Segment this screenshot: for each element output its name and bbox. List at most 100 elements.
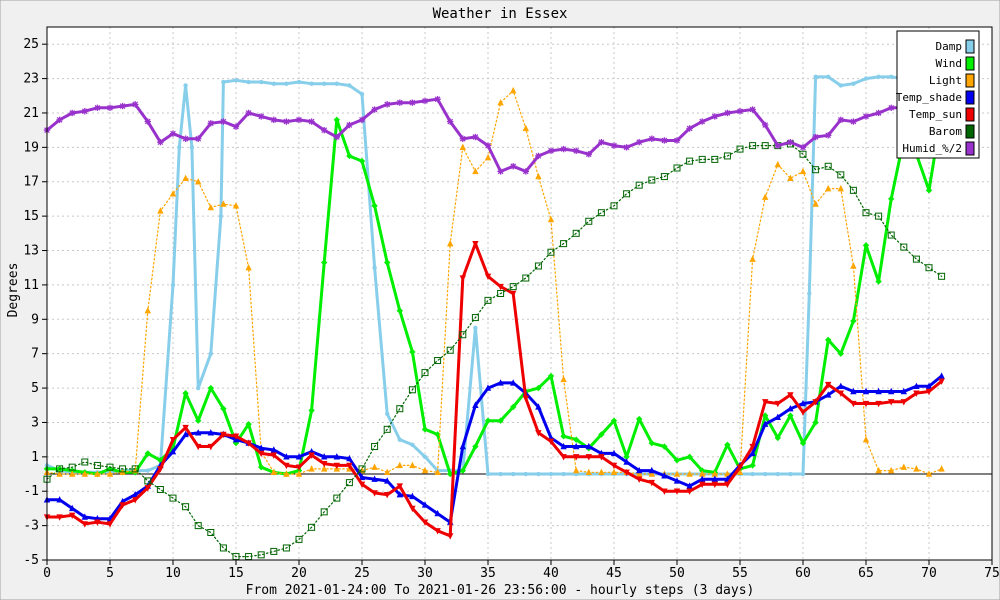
series-barom-point	[723, 152, 731, 160]
series-humid-2-point	[384, 101, 391, 108]
series-barom-point	[623, 190, 631, 198]
series-barom-point	[610, 202, 618, 210]
legend-swatch-wind	[965, 56, 975, 71]
series-temp-sun-point	[812, 399, 819, 406]
series-barom-point	[383, 425, 391, 433]
series-barom-point	[396, 405, 404, 413]
series-wind-point	[384, 259, 391, 266]
series-barom-point	[257, 551, 265, 559]
series-barom-point	[459, 331, 467, 339]
series-damp-point	[271, 81, 276, 86]
series-temp-sun-point	[686, 488, 693, 495]
series-damp-point	[397, 437, 402, 442]
series-humid-2-point	[169, 130, 177, 137]
series-barom-point	[358, 465, 366, 473]
series-temp-sun-point	[497, 283, 504, 291]
series-temp-sun-point	[169, 436, 177, 444]
series-temp-sun-point	[522, 395, 529, 403]
series-temp-sun-point	[724, 481, 731, 489]
series-humid-2-point	[560, 145, 567, 153]
series-light-point	[850, 262, 857, 269]
series-light-point	[245, 264, 252, 271]
legend-swatch-temp-shade	[965, 90, 975, 105]
series-humid-2-point	[409, 99, 416, 106]
series-barom-point	[660, 173, 668, 181]
series-temp-sun-point	[421, 519, 429, 526]
series-line-light	[46, 89, 943, 475]
series-temp-shade-point	[459, 442, 466, 450]
series-temp-sun-point	[295, 464, 303, 471]
series-wind-point	[220, 405, 227, 412]
series-damp-point	[334, 81, 339, 86]
series-wind-point	[308, 407, 315, 414]
series-wind-point	[371, 202, 378, 210]
series-temp-sun-point	[547, 438, 555, 446]
series-temp-sun-point	[925, 388, 933, 396]
series-humid-2-point	[762, 121, 769, 129]
series-temp-shade-point	[686, 482, 693, 489]
series-damp-point	[485, 471, 491, 477]
series-temp-shade-point	[358, 473, 366, 481]
series-humid-2-point	[447, 118, 454, 125]
legend-label-barom: Barom	[929, 125, 962, 138]
series-damp-point	[183, 83, 188, 88]
series-wind-point	[850, 317, 857, 325]
series-barom-point	[219, 544, 227, 552]
series-line-temp-shade	[45, 374, 944, 524]
series-wind-point	[673, 457, 681, 464]
series-light-point	[812, 200, 819, 207]
y-tick-label: 15	[23, 209, 39, 224]
plot-area	[47, 27, 992, 560]
series-damp-point	[473, 325, 478, 331]
series-temp-sun-point	[220, 431, 227, 439]
series-temp-shade-point	[81, 513, 88, 520]
series-wind-point	[862, 242, 870, 249]
series-temp-shade-point	[321, 453, 328, 460]
series-light-point	[321, 465, 328, 472]
series-light-point	[598, 468, 605, 476]
series-light-point	[308, 465, 315, 472]
series-line-temp-sun	[45, 242, 944, 538]
series-temp-sun-point	[711, 481, 718, 489]
series-barom-point	[68, 463, 76, 471]
series-barom-point	[194, 522, 202, 530]
series-light-point	[875, 466, 882, 474]
series-humid-2-point	[220, 118, 227, 125]
series-barom-point	[522, 274, 530, 282]
series-humid-2-point	[358, 116, 366, 124]
series-temp-shade-point	[371, 475, 378, 482]
series-temp-sun-point	[913, 390, 920, 397]
series-light-point	[232, 202, 240, 209]
series-light-point	[510, 86, 517, 94]
series-humid-2-point	[837, 116, 844, 124]
series-temp-shade-point	[661, 472, 668, 479]
series-light-point	[195, 178, 202, 185]
series-temp-shade-point	[69, 504, 76, 512]
series-temp-sun-point	[157, 466, 164, 473]
series-light-point	[888, 466, 895, 474]
series-barom-point	[686, 157, 694, 165]
legend-box	[896, 30, 980, 159]
series-temp-shade-point	[749, 449, 756, 457]
series-temp-sun-point	[673, 488, 681, 495]
x-tick-label: 40	[543, 566, 559, 581]
series-wind-point	[573, 436, 580, 443]
y-tick-label: 21	[23, 106, 39, 121]
series-humid-2-point	[661, 137, 668, 144]
series-temp-shade-point	[787, 404, 794, 412]
series-temp-sun	[43, 240, 945, 540]
x-axis: 0 5 10 15 20 25 30 35 40 45 50 55 60 65 70 75	[43, 560, 1000, 581]
series-light-point	[900, 463, 907, 470]
series-light-point	[396, 461, 403, 469]
series-humid-2-point	[774, 142, 781, 149]
legend-swatch-temp-sun	[965, 107, 975, 122]
series-temp-sun-point	[434, 528, 441, 535]
series-barom-point	[547, 248, 555, 256]
legend-label-light: Light	[929, 74, 962, 87]
series-wind-point	[812, 419, 819, 426]
legend-label-humid-2: Humid_%/2	[902, 142, 962, 155]
series-humid-2-point	[484, 142, 492, 149]
series-humid-2-point	[81, 108, 88, 115]
series-wind-point	[774, 434, 781, 442]
series-humid-2-point	[182, 135, 189, 142]
